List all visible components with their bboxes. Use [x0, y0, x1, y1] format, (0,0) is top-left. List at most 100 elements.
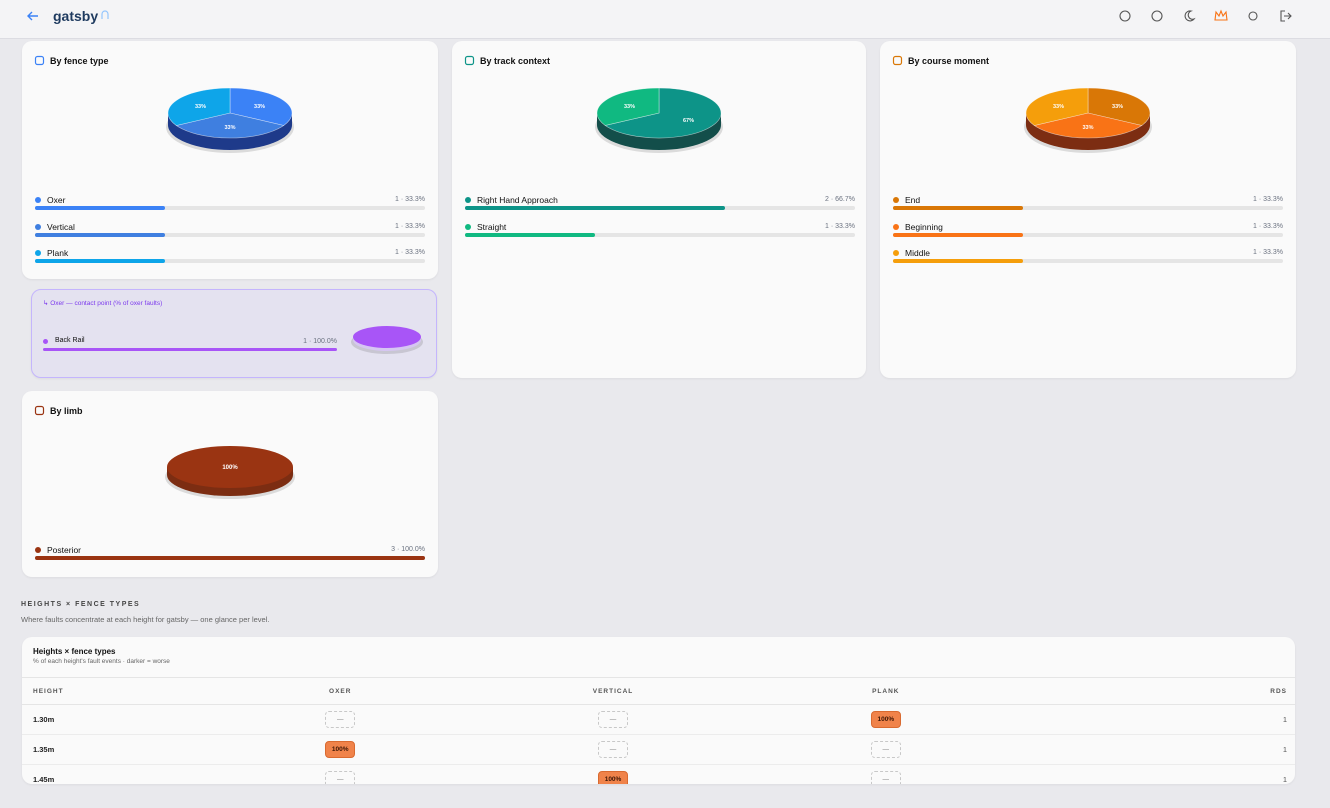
pie-slice: [175, 112, 285, 139]
empty-value: —: [870, 771, 901, 784]
bar-track: [893, 259, 1283, 263]
pie-slice: [167, 87, 231, 126]
legend-dot: [35, 223, 41, 230]
legend-dot: [35, 250, 41, 256]
bar: [893, 232, 1023, 237]
pie-chart: [351, 326, 423, 354]
table-row: 1.45m — 100% — 1: [22, 764, 1295, 784]
bar-track: [35, 206, 425, 210]
legend-dot: [43, 339, 48, 344]
dark-mode-button[interactable]: [1184, 10, 1196, 22]
heat-value: 100%: [598, 771, 629, 784]
app-title: gatsby: [53, 8, 98, 24]
rds-cell: 1: [1022, 704, 1295, 735]
bar: [893, 259, 1023, 263]
slice-label: 67%: [683, 118, 694, 124]
legend-value: 1 · 33.3%: [395, 249, 425, 256]
legend-dot: [893, 197, 899, 203]
legend-dot: [893, 250, 899, 256]
empty-value: —: [870, 741, 901, 758]
card-icon: [892, 55, 903, 66]
heat-cell: 100%: [476, 764, 750, 784]
legend-value: 1 · 33.3%: [1253, 249, 1283, 256]
bar: [43, 348, 337, 351]
column-header: VERTICAL: [476, 677, 750, 705]
premium-button[interactable]: [1214, 9, 1228, 21]
pie-chart: 33% 33% 33%: [1024, 87, 1152, 153]
card-title: By fence type: [50, 56, 109, 66]
pie-slice: [1033, 112, 1143, 139]
legend-name: Middle: [905, 248, 931, 258]
legend-value: 1 · 33.3%: [395, 196, 425, 203]
theme-button[interactable]: [1151, 10, 1163, 22]
bar-track: [893, 232, 1283, 237]
header-icons: gatsby: [27, 8, 1292, 24]
heat-value: 100%: [870, 711, 901, 728]
table-row: 1.35m 100% — — 1: [22, 734, 1295, 765]
height-cell: 1.35m: [22, 734, 204, 765]
section-note: Where faults concentrate at each height …: [21, 615, 270, 624]
card-title: By course moment: [908, 56, 990, 66]
heat-cell: —: [476, 704, 750, 735]
bar-track: [465, 232, 855, 237]
rds-cell: 1: [1022, 764, 1295, 784]
bar: [893, 206, 1023, 210]
chart-card: By track context 67% 33% Right Hand Approac…: [452, 41, 866, 378]
horseshoe-icon: [101, 10, 109, 19]
language-button[interactable]: [1119, 10, 1131, 22]
heat-cell: —: [476, 734, 750, 765]
column-header: OXER: [203, 677, 477, 705]
heat-cell: 100%: [749, 704, 1023, 735]
pie-slice: [167, 446, 293, 488]
empty-value: —: [325, 711, 356, 728]
back-button[interactable]: [27, 11, 38, 21]
heat-cell: —: [203, 764, 477, 784]
height-cell: 1.45m: [22, 764, 204, 784]
legend-dot: [465, 223, 471, 230]
empty-value: —: [598, 711, 629, 728]
table-row: 1.30m — — 100% 1: [22, 704, 1295, 735]
card-title: By limb: [50, 406, 83, 416]
legend-name: Posterior: [47, 545, 82, 555]
slice-label: 33%: [1082, 125, 1093, 131]
bar-track: [465, 206, 855, 210]
pie-slice: [353, 326, 421, 348]
pie-chart: 67% 33%: [595, 87, 723, 153]
legend-name: Back Rail: [55, 337, 85, 344]
height-cell: 1.30m: [22, 704, 204, 735]
bar-track: [35, 232, 425, 237]
logout-button[interactable]: [1280, 10, 1292, 22]
legend-dot: [35, 197, 41, 203]
contact-point-card: ↳ Oxer — contact point (% of oxer faults…: [31, 289, 437, 378]
chart-card: By limb 100% Posterior 3 · 100.0%: [22, 391, 438, 577]
legend-dot: [35, 547, 41, 553]
legend-value: 1 · 33.3%: [1253, 222, 1283, 230]
bar: [35, 206, 165, 210]
slice-label: 33%: [624, 104, 635, 110]
chart-card: By fence type 33% 33% 33% Oxer 1 · 33.3% Verti…: [22, 41, 438, 279]
pie-chart: 33% 33% 33%: [166, 87, 294, 153]
heat-value: 100%: [325, 741, 356, 758]
heat-cell: —: [749, 734, 1023, 765]
column-header: HEIGHT: [22, 677, 204, 705]
legend-name: Beginning: [905, 221, 943, 232]
legend-value: 1 · 33.3%: [395, 222, 425, 230]
heatmap-card: Heights × fence types % of each height's…: [22, 637, 1295, 784]
card-icon: [34, 405, 45, 416]
pie-slice: [604, 87, 722, 139]
pie-slice: [1087, 87, 1151, 126]
card-icon-shape: [34, 405, 45, 416]
card-icon-shape: [34, 55, 45, 66]
slice-label: 33%: [1112, 104, 1123, 110]
heat-cell: —: [749, 764, 1023, 784]
heat-cell: 100%: [203, 734, 477, 765]
legend-dot: [893, 223, 899, 230]
settings-button[interactable]: [1248, 11, 1258, 21]
bar: [35, 556, 425, 560]
rds-cell: 1: [1022, 734, 1295, 765]
bar-track: [43, 348, 337, 351]
legend-value: 1 · 33.3%: [1253, 196, 1283, 203]
legend-value: 3 · 100.0%: [391, 546, 425, 553]
legend-name: Plank: [47, 248, 69, 258]
